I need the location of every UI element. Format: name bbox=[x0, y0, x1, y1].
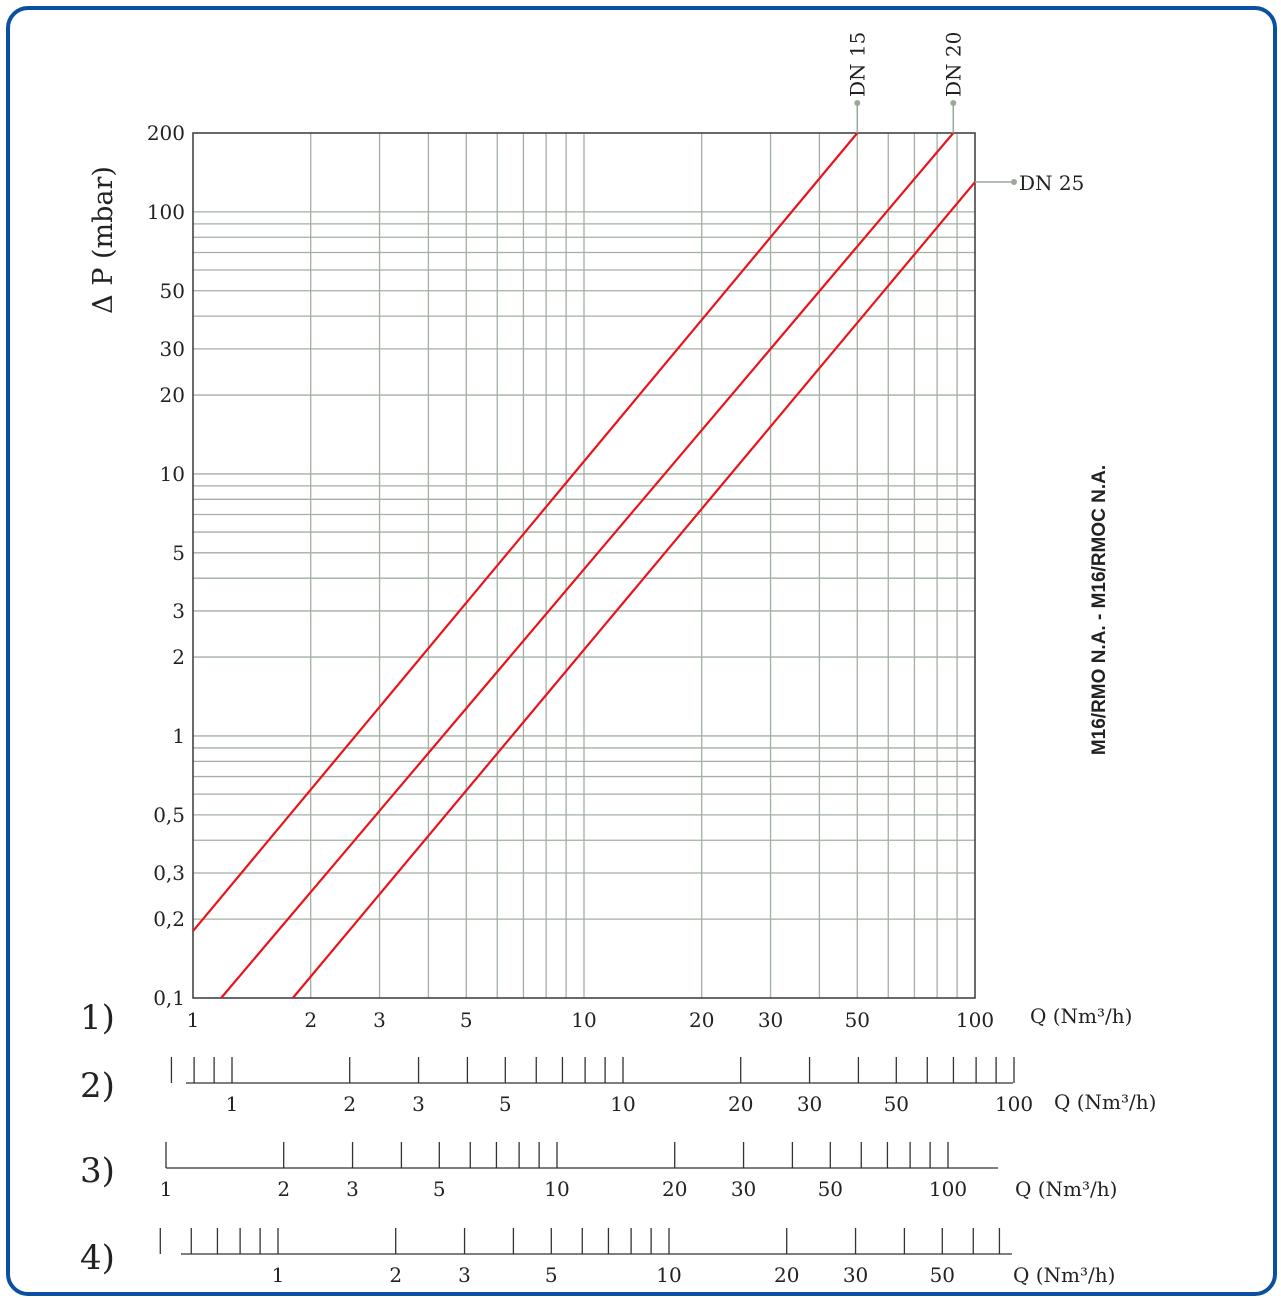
plot-border bbox=[192, 132, 976, 999]
scale-tick-label: 5 bbox=[460, 1008, 473, 1032]
y-tick-label: 0,1 bbox=[153, 986, 185, 1010]
y-tick-label: 0,3 bbox=[153, 861, 185, 885]
scale-tick-label: 20 bbox=[774, 1263, 799, 1287]
scale-tick-label: 50 bbox=[884, 1092, 909, 1116]
scale-tick-label: 3 bbox=[458, 1263, 471, 1287]
chart-frame bbox=[6, 6, 1277, 1296]
scale-tick-label: 3 bbox=[373, 1008, 386, 1032]
grid bbox=[193, 133, 975, 998]
scale-tick-label: 5 bbox=[499, 1092, 512, 1116]
scale-tick-label: 2 bbox=[389, 1263, 402, 1287]
scale-tick-label: 10 bbox=[656, 1263, 681, 1287]
series-callouts: DN 15 DN 20 DN 25 bbox=[845, 32, 1084, 195]
y-tick-label: 3 bbox=[172, 599, 185, 623]
series-line-dn-15 bbox=[192, 132, 859, 932]
y-tick-label: 30 bbox=[160, 337, 185, 361]
y-tick-labels: 200 100 50 30 20 10 5 3 2 1 0,5 0,3 0,2 0,1 bbox=[147, 121, 185, 1010]
scale-tick-label: 10 bbox=[544, 1177, 569, 1201]
scale-number: 1) bbox=[80, 998, 115, 1038]
scale-tick-label: 50 bbox=[845, 1008, 870, 1032]
flow-scale-2: 2) 1 2 3 5 10 20 30 50 100 Q (Nm³/h) bbox=[80, 1057, 1156, 1116]
series-line-dn-20 bbox=[220, 132, 955, 999]
scale-tick-label: 10 bbox=[610, 1092, 635, 1116]
scale-tick-label: 3 bbox=[346, 1177, 359, 1201]
scale-tick-label: 100 bbox=[995, 1092, 1033, 1116]
callout-dn-25-label: DN 25 bbox=[1019, 171, 1084, 195]
series-line-dn-25 bbox=[291, 181, 976, 999]
series-lines bbox=[192, 132, 976, 999]
scale-tick-label: 10 bbox=[571, 1008, 596, 1032]
y-tick-label: 1 bbox=[172, 724, 185, 748]
scale-tick-label: 50 bbox=[930, 1263, 955, 1287]
scale-tick-label: 1 bbox=[272, 1263, 285, 1287]
scale-tick-label: 30 bbox=[843, 1263, 868, 1287]
y-tick-label: 0,5 bbox=[153, 803, 185, 827]
scale-tick-label: 100 bbox=[956, 1008, 994, 1032]
scale-unit-label: Q (Nm³/h) bbox=[1015, 1177, 1117, 1201]
flow-scales: 1) 1 2 3 5 10 20 30 50 100 Q (Nm³/h) 2) 1 2 3 5 10 20 30 50… bbox=[80, 998, 1156, 1287]
flow-scale-4: 4) 1 2 3 5 10 20 30 50 Q (Nm³/h) bbox=[80, 1228, 1115, 1287]
scale-tick-label: 30 bbox=[758, 1008, 783, 1032]
scale-unit-label: Q (Nm³/h) bbox=[1054, 1090, 1156, 1114]
scale-tick-label: 20 bbox=[689, 1008, 714, 1032]
y-tick-label: 0,2 bbox=[153, 907, 185, 931]
y-tick-label: 5 bbox=[172, 541, 185, 565]
y-tick-label: 200 bbox=[147, 121, 185, 145]
y-tick-label: 2 bbox=[172, 645, 185, 669]
scale-number: 2) bbox=[80, 1066, 115, 1106]
scale-tick-label: 1 bbox=[160, 1177, 173, 1201]
scale-tick-label: 100 bbox=[929, 1177, 967, 1201]
y-tick-label: 20 bbox=[160, 383, 185, 407]
callout-dn-25-dot bbox=[1011, 179, 1017, 186]
callout-dn-15-dot bbox=[854, 100, 861, 106]
callout-dn-20-dot bbox=[950, 100, 957, 106]
scale-tick-label: 2 bbox=[343, 1092, 356, 1116]
callout-dn-20-label: DN 20 bbox=[941, 32, 965, 97]
scale-tick-label: 20 bbox=[728, 1092, 753, 1116]
scale-tick-label: 50 bbox=[818, 1177, 843, 1201]
y-axis-label: Δ P (mbar) bbox=[88, 166, 119, 314]
flow-scale-3: 3) 1 2 3 5 10 20 30 50 100 Q (Nm³/h) bbox=[80, 1142, 1117, 1201]
scale-unit-label: Q (Nm³/h) bbox=[1013, 1263, 1115, 1287]
y-tick-label: 10 bbox=[160, 462, 185, 486]
scale-tick-label: 30 bbox=[731, 1177, 756, 1201]
callout-dn-15-label: DN 15 bbox=[845, 32, 869, 97]
scale-number: 4) bbox=[80, 1238, 115, 1278]
scale-tick-label: 3 bbox=[412, 1092, 425, 1116]
scale-tick-label: 2 bbox=[304, 1008, 317, 1032]
scale-tick-label: 5 bbox=[433, 1177, 446, 1201]
scale-tick-label: 5 bbox=[545, 1263, 558, 1287]
scale-tick-label: 2 bbox=[277, 1177, 290, 1201]
scale-tick-label: 20 bbox=[662, 1177, 687, 1201]
scale-tick-label: 1 bbox=[226, 1092, 239, 1116]
scale-unit-label: Q (Nm³/h) bbox=[1030, 1004, 1132, 1028]
scale-number: 3) bbox=[80, 1151, 115, 1191]
flow-scale-1: 1) 1 2 3 5 10 20 30 50 100 Q (Nm³/h) bbox=[80, 998, 1132, 1038]
scale-tick-label: 1 bbox=[187, 1008, 200, 1032]
y-tick-label: 50 bbox=[160, 279, 185, 303]
model-label: M16/RMO N.A. - M16/RMOC N.A. bbox=[1089, 465, 1110, 755]
scale-tick-label: 30 bbox=[797, 1092, 822, 1116]
y-tick-label: 100 bbox=[147, 200, 185, 224]
